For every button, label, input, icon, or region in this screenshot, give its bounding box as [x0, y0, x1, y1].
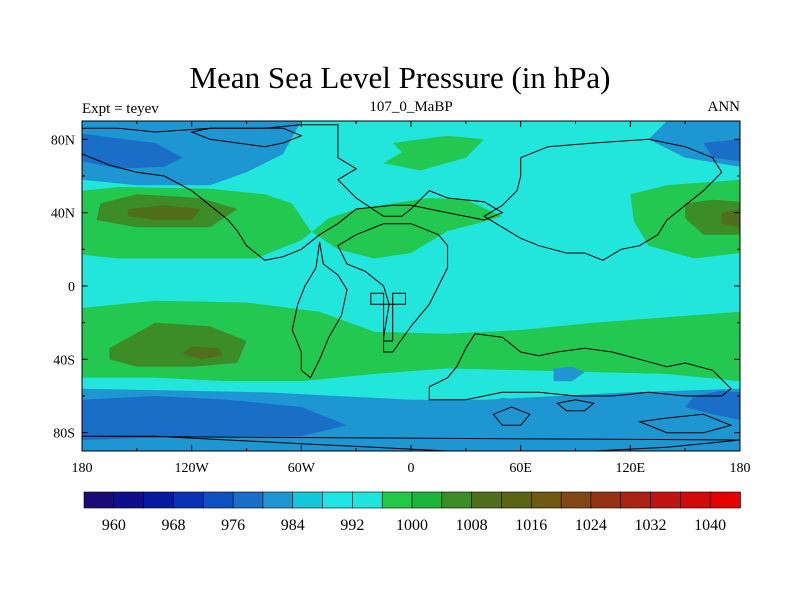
map-title: Mean Sea Level Pressure (in hPa): [189, 60, 611, 95]
coastline-8: [82, 435, 740, 451]
colorbar-label: 1000: [396, 517, 428, 534]
coastline-9: [637, 413, 733, 434]
experiment-label: Expt = teyev: [82, 101, 159, 117]
colorbar-box-1: [113, 491, 145, 509]
coastline-1: [189, 127, 303, 148]
colorbar-box-2: [143, 491, 175, 509]
colorbar-label: 1040: [694, 517, 726, 534]
lon-tick-label: 60W: [288, 461, 316, 476]
colorbar-box-18: [620, 491, 652, 509]
pressure-region-20: [484, 397, 521, 415]
lon-tick-label: 120E: [616, 461, 646, 476]
lat-tick-label: 80N: [51, 133, 75, 148]
colorbar: 960 968 976 984 992 1000 1008 1016 1024 1032 1040: [83, 491, 741, 534]
coastline-7: [556, 399, 595, 412]
colorbar-box-7: [292, 491, 324, 509]
colorbar-box-13: [471, 491, 503, 509]
pressure-region-17: [82, 396, 347, 440]
pressure-region-11: [721, 209, 740, 228]
coastline-0: [82, 124, 504, 261]
colorbar-label: 1032: [635, 517, 667, 534]
colorbar-box-11: [411, 491, 443, 509]
coastline-5: [483, 138, 723, 261]
lat-tick-label: 80S: [53, 427, 75, 442]
pressure-region-7: [383, 135, 485, 171]
colorbar-box-14: [501, 491, 533, 509]
colorbar-box-5: [232, 491, 264, 509]
pressure-region-10: [685, 199, 740, 235]
colorbar-label: 992: [340, 517, 364, 534]
pressure-field: [82, 121, 740, 451]
colorbar-label: 960: [102, 517, 126, 534]
colorbar-label: 976: [221, 517, 245, 534]
colorbar-box-17: [590, 491, 622, 509]
lon-tick-label: 0: [408, 461, 415, 476]
map-axes: 180 120W 60W 0 60E 120E 180 80N 40N 0 40S 80S: [51, 121, 751, 476]
lon-tick-label: 180: [730, 461, 751, 476]
colorbar-box-12: [441, 491, 473, 509]
pressure-region-18: [685, 390, 740, 420]
colorbar-label: 1016: [515, 517, 547, 534]
coastline-2: [291, 241, 348, 379]
coastline-6: [428, 333, 732, 401]
coastline-3: [337, 223, 449, 353]
pressure-region-1: [82, 133, 183, 169]
colorbar-box-16: [560, 491, 592, 509]
colorbar-box-9: [352, 491, 383, 509]
season-label: ANN: [707, 99, 741, 115]
colorbar-label: 1008: [456, 517, 488, 534]
colorbar-box-4: [202, 491, 234, 509]
pressure-region-0: [82, 121, 302, 186]
pressure-region-19: [553, 366, 585, 382]
lon-tick-label: 60E: [509, 461, 532, 476]
colorbar-box-0: [83, 491, 115, 509]
colorbar-box-19: [650, 491, 682, 509]
lon-tick-label: 180: [72, 461, 93, 476]
coastline-4: [370, 292, 406, 342]
colorbar-box-6: [262, 491, 294, 509]
colorbar-box-10: [381, 491, 413, 509]
colorbar-label: 984: [281, 517, 305, 534]
pressure-region-14: [182, 346, 223, 360]
period-label: 107_0_MaBP: [369, 99, 453, 115]
colorbar-label: 968: [161, 517, 185, 534]
pressure-region-12: [82, 300, 740, 382]
lat-tick-label: 0: [68, 280, 75, 295]
lat-tick-label: 40N: [51, 207, 75, 222]
coastline-layer: [82, 124, 740, 451]
lon-tick-label: 120W: [175, 461, 210, 476]
colorbar-box-15: [530, 491, 562, 509]
colorbar-box-3: [173, 491, 205, 509]
lat-tick-label: 40S: [53, 353, 75, 368]
pressure-region-6: [127, 205, 201, 220]
colorbar-box-20: [680, 491, 711, 509]
colorbar-box-21: [709, 491, 741, 509]
colorbar-box-8: [322, 491, 354, 509]
colorbar-label: 1024: [575, 517, 607, 534]
pressure-region-9: [630, 179, 740, 259]
coastline-10: [492, 406, 531, 426]
pressure-region-3: [703, 139, 740, 162]
